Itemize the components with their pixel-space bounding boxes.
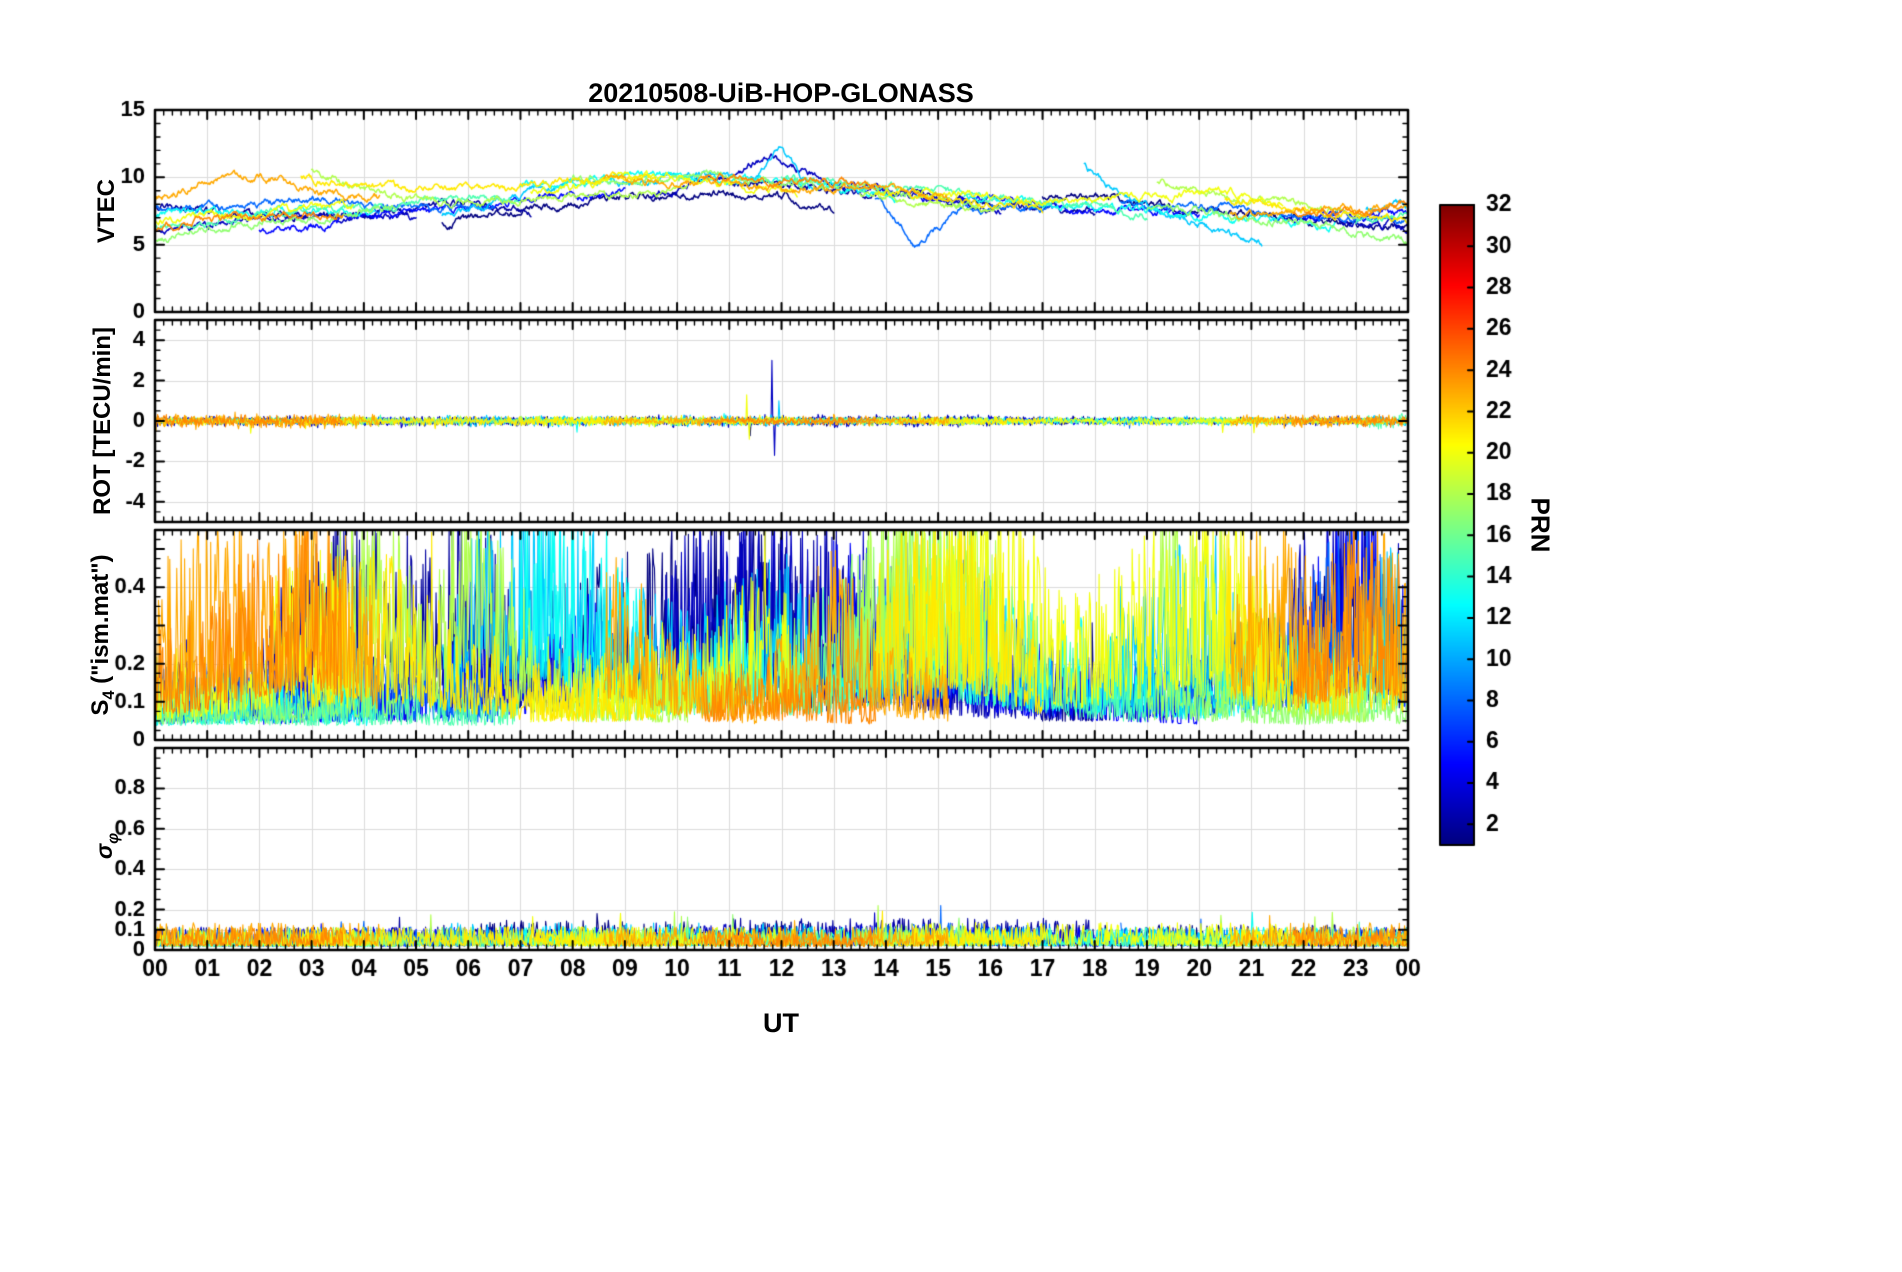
s4-label-sub: 4 [99,690,118,700]
ylabel-rot: ROT [TECU/min] [89,327,116,515]
sigma-label-main: σ [91,843,118,860]
sigma-label-sub: φ [104,832,122,844]
s4-label-main: S [87,699,115,716]
colorbar-label: PRN [1525,497,1556,553]
ylabel-vtec: VTEC [93,178,120,244]
chart-title: 20210508-UiB-HOP-GLONASS [588,78,974,108]
ylabel-sigma-phi: σφ [91,833,123,859]
ylabel-s4: S4 ("ism.mat") [87,554,119,715]
s4-label-rest: ("ism.mat") [87,554,115,691]
xlabel-ut: UT [763,1008,799,1038]
